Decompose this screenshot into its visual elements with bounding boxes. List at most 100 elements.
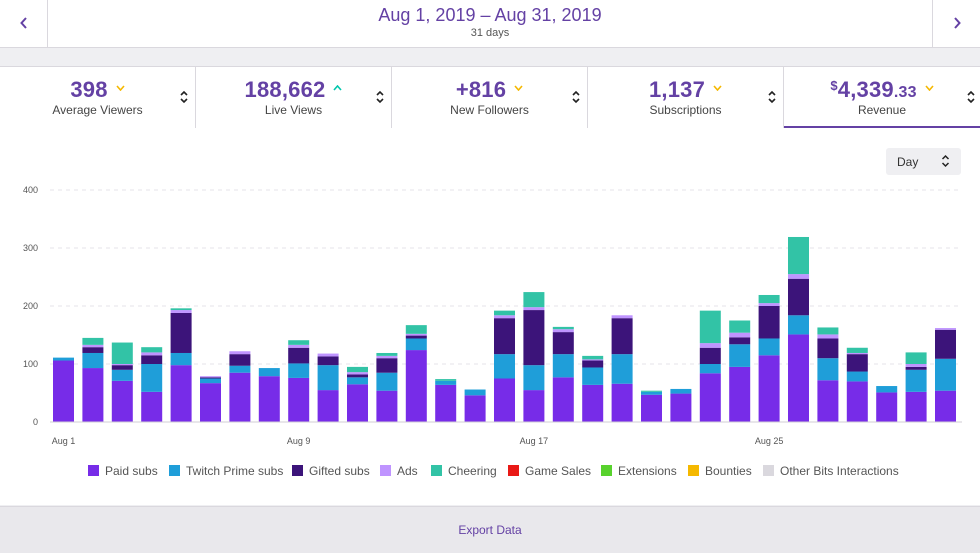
bar-stack[interactable] bbox=[641, 390, 662, 422]
bar-segment-prime[interactable] bbox=[582, 367, 604, 385]
legend-item-paid-subs[interactable]: Paid subs bbox=[88, 464, 158, 478]
bar-stack[interactable] bbox=[53, 357, 74, 422]
bar-segment-prime[interactable] bbox=[317, 365, 339, 391]
bar-segment-paid[interactable] bbox=[317, 390, 339, 422]
export-data-link[interactable]: Export Data bbox=[458, 523, 522, 537]
bar-segment-ads[interactable] bbox=[200, 376, 221, 378]
legend-item-cheering[interactable]: Cheering bbox=[431, 464, 497, 478]
bar-segment-ads[interactable] bbox=[111, 364, 133, 366]
bar-segment-prime[interactable] bbox=[53, 357, 74, 361]
bar-segment-prime[interactable] bbox=[758, 338, 780, 356]
bar-segment-paid[interactable] bbox=[935, 390, 956, 422]
bar-segment-cheering[interactable] bbox=[405, 325, 427, 334]
bar-segment-gifted[interactable] bbox=[376, 358, 398, 373]
bar-segment-paid[interactable] bbox=[905, 391, 927, 422]
bar-stack[interactable] bbox=[699, 310, 721, 422]
bar-segment-cheering[interactable] bbox=[846, 347, 868, 353]
bar-segment-cheering[interactable] bbox=[376, 352, 398, 356]
bar-segment-ads[interactable] bbox=[817, 334, 839, 339]
bar-stack[interactable] bbox=[758, 294, 780, 422]
bar-stack[interactable] bbox=[817, 327, 839, 422]
bar-stack[interactable] bbox=[582, 355, 604, 422]
stat-new-followers[interactable]: +816 New Followers bbox=[392, 67, 588, 128]
bar-segment-prime[interactable] bbox=[82, 352, 104, 369]
bar-stack[interactable] bbox=[935, 328, 956, 422]
bar-segment-prime[interactable] bbox=[641, 391, 662, 395]
bar-segment-paid[interactable] bbox=[699, 373, 721, 422]
bar-segment-prime[interactable] bbox=[523, 365, 545, 391]
bar-segment-ads[interactable] bbox=[82, 344, 104, 348]
bar-segment-cheering[interactable] bbox=[347, 366, 368, 373]
bar-stack[interactable] bbox=[670, 388, 692, 422]
bar-segment-gifted[interactable] bbox=[817, 338, 839, 359]
legend-item-twitch-prime-subs[interactable]: Twitch Prime subs bbox=[169, 464, 283, 478]
legend-item-bounties[interactable]: Bounties bbox=[688, 464, 752, 478]
bar-segment-ads[interactable] bbox=[229, 351, 251, 355]
stat-average-viewers[interactable]: 398 Average Viewers bbox=[0, 67, 196, 128]
bar-segment-prime[interactable] bbox=[817, 358, 839, 381]
bar-segment-ads[interactable] bbox=[141, 352, 163, 356]
bar-segment-gifted[interactable] bbox=[552, 332, 574, 355]
bar-segment-prime[interactable] bbox=[788, 315, 809, 335]
bar-stack[interactable] bbox=[111, 342, 133, 422]
bar-segment-paid[interactable] bbox=[582, 384, 604, 422]
bar-segment-ads[interactable] bbox=[935, 328, 956, 330]
legend-item-extensions[interactable]: Extensions bbox=[601, 464, 677, 478]
bar-segment-gifted[interactable] bbox=[905, 366, 927, 370]
bar-segment-ads[interactable] bbox=[288, 344, 310, 348]
bar-segment-paid[interactable] bbox=[758, 355, 780, 422]
bar-segment-ads[interactable] bbox=[376, 355, 398, 359]
bar-segment-paid[interactable] bbox=[376, 390, 398, 422]
bar-stack[interactable] bbox=[317, 353, 339, 422]
bar-segment-cheering[interactable] bbox=[817, 327, 839, 335]
bar-segment-prime[interactable] bbox=[376, 372, 398, 391]
bar-segment-paid[interactable] bbox=[611, 383, 633, 422]
bar-segment-cheering[interactable] bbox=[170, 308, 192, 311]
bar-stack[interactable] bbox=[82, 337, 104, 422]
legend-item-game-sales[interactable]: Game Sales bbox=[508, 464, 591, 478]
bar-segment-gifted[interactable] bbox=[347, 374, 368, 378]
bar-segment-paid[interactable] bbox=[288, 377, 310, 422]
bar-segment-gifted[interactable] bbox=[846, 354, 868, 372]
bar-segment-ads[interactable] bbox=[699, 343, 721, 348]
bar-segment-paid[interactable] bbox=[229, 372, 251, 422]
bar-segment-ads[interactable] bbox=[405, 333, 427, 336]
bar-segment-gifted[interactable] bbox=[141, 355, 163, 364]
bar-segment-prime[interactable] bbox=[170, 352, 192, 366]
legend-item-gifted-subs[interactable]: Gifted subs bbox=[292, 464, 370, 478]
bar-stack[interactable] bbox=[405, 325, 427, 422]
bar-segment-cheering[interactable] bbox=[494, 310, 515, 316]
bar-segment-ads[interactable] bbox=[788, 274, 809, 279]
bar-segment-ads[interactable] bbox=[758, 303, 780, 306]
bar-segment-gifted[interactable] bbox=[523, 310, 545, 366]
bar-segment-paid[interactable] bbox=[141, 391, 163, 422]
bar-segment-gifted[interactable] bbox=[82, 347, 104, 353]
bar-segment-cheering[interactable] bbox=[788, 236, 809, 275]
bar-segment-paid[interactable] bbox=[53, 360, 74, 422]
bar-segment-paid[interactable] bbox=[670, 393, 692, 422]
bar-segment-prime[interactable] bbox=[141, 364, 163, 392]
bar-stack[interactable] bbox=[229, 351, 251, 422]
bar-segment-gifted[interactable] bbox=[111, 365, 133, 370]
stat-subscriptions[interactable]: 1,137 Subscriptions bbox=[588, 67, 784, 128]
bar-segment-cheering[interactable] bbox=[82, 337, 104, 345]
bar-segment-paid[interactable] bbox=[523, 390, 545, 422]
bar-segment-gifted[interactable] bbox=[170, 312, 192, 353]
bar-segment-paid[interactable] bbox=[464, 395, 486, 422]
bar-stack[interactable] bbox=[552, 326, 574, 422]
legend-item-other-bits-interactions[interactable]: Other Bits Interactions bbox=[763, 464, 899, 478]
bar-segment-paid[interactable] bbox=[111, 380, 133, 422]
bar-segment-ads[interactable] bbox=[905, 364, 927, 367]
previous-period-button[interactable] bbox=[0, 0, 48, 47]
bar-segment-paid[interactable] bbox=[494, 378, 515, 423]
bar-segment-prime[interactable] bbox=[200, 378, 221, 384]
next-period-button[interactable] bbox=[932, 0, 980, 47]
bar-segment-gifted[interactable] bbox=[788, 278, 809, 316]
bar-segment-prime[interactable] bbox=[347, 377, 368, 385]
bar-segment-prime[interactable] bbox=[288, 363, 310, 378]
bar-segment-ads[interactable] bbox=[170, 310, 192, 313]
bar-segment-paid[interactable] bbox=[876, 392, 898, 422]
bar-segment-paid[interactable] bbox=[82, 368, 104, 422]
sort-icon[interactable] bbox=[179, 89, 189, 105]
sort-icon[interactable] bbox=[571, 89, 581, 105]
